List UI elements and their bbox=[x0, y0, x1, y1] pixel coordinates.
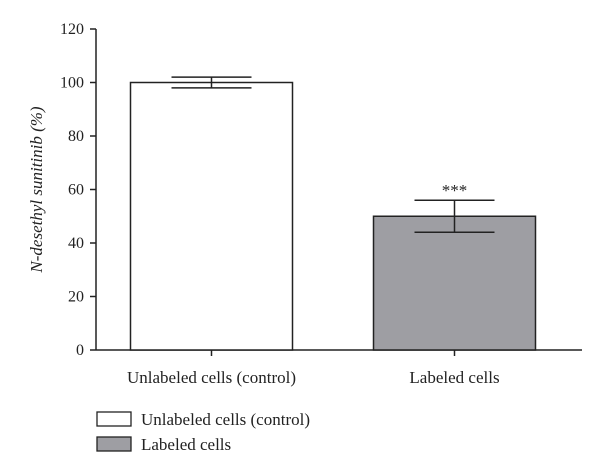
y-tick-label: 0 bbox=[76, 342, 84, 359]
legend-label: Unlabeled cells (control) bbox=[141, 410, 310, 429]
chart-bars bbox=[129, 76, 537, 351]
x-tick-label: Labeled cells bbox=[409, 368, 499, 387]
y-tick-label: 80 bbox=[68, 128, 84, 145]
y-tick-label: 40 bbox=[68, 235, 84, 252]
y-tick-label: 20 bbox=[68, 289, 84, 306]
bar-2 bbox=[372, 215, 537, 351]
bar-1 bbox=[129, 81, 294, 351]
significance-annotation: *** bbox=[442, 181, 468, 200]
legend-label: Labeled cells bbox=[141, 435, 231, 454]
y-tick-label: 60 bbox=[68, 182, 84, 199]
chart-labels: N-desethyl sunitinib (%) Unlabeled cells… bbox=[27, 106, 500, 387]
legend-swatch bbox=[96, 411, 132, 427]
y-axis-label: N-desethyl sunitinib (%) bbox=[27, 106, 46, 274]
y-tick-label: 120 bbox=[60, 21, 84, 38]
x-tick-label: Unlabeled cells (control) bbox=[127, 368, 296, 387]
legend: Unlabeled cells (control) Labeled cells bbox=[96, 410, 310, 454]
y-tick-label: 100 bbox=[60, 75, 84, 92]
legend-swatch bbox=[96, 436, 132, 452]
